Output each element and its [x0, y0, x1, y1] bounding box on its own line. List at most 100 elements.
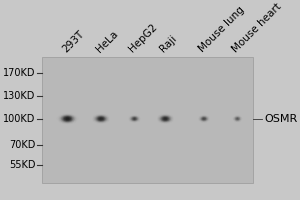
Ellipse shape — [68, 118, 71, 123]
Ellipse shape — [60, 117, 63, 122]
Ellipse shape — [161, 118, 164, 122]
Ellipse shape — [72, 116, 75, 121]
Ellipse shape — [63, 117, 66, 122]
Ellipse shape — [236, 117, 238, 120]
Ellipse shape — [134, 118, 136, 122]
Ellipse shape — [132, 117, 134, 121]
Ellipse shape — [70, 118, 74, 123]
Ellipse shape — [202, 117, 204, 121]
Ellipse shape — [164, 118, 166, 122]
Text: OSMR: OSMR — [265, 114, 298, 124]
Ellipse shape — [131, 116, 133, 119]
Ellipse shape — [134, 117, 136, 120]
Text: Mouse lung: Mouse lung — [197, 5, 246, 54]
Ellipse shape — [98, 115, 100, 119]
Ellipse shape — [135, 117, 137, 120]
Ellipse shape — [135, 116, 137, 119]
Ellipse shape — [166, 116, 168, 120]
Ellipse shape — [203, 117, 205, 121]
Ellipse shape — [164, 115, 166, 119]
Ellipse shape — [201, 116, 203, 119]
Ellipse shape — [205, 117, 207, 121]
Text: Mouse heart: Mouse heart — [230, 1, 283, 54]
Ellipse shape — [104, 118, 106, 122]
Ellipse shape — [206, 117, 208, 121]
Ellipse shape — [100, 115, 103, 119]
Ellipse shape — [68, 117, 71, 122]
Ellipse shape — [237, 116, 238, 119]
Ellipse shape — [162, 115, 165, 119]
Ellipse shape — [101, 118, 104, 122]
Ellipse shape — [203, 116, 205, 119]
Ellipse shape — [101, 116, 104, 120]
Ellipse shape — [136, 117, 138, 120]
Ellipse shape — [68, 116, 71, 121]
Ellipse shape — [204, 117, 206, 120]
Ellipse shape — [203, 118, 205, 122]
Ellipse shape — [164, 117, 166, 121]
Ellipse shape — [69, 118, 72, 123]
Ellipse shape — [167, 115, 169, 119]
Ellipse shape — [133, 117, 135, 120]
Ellipse shape — [161, 115, 164, 119]
Ellipse shape — [167, 116, 169, 120]
Ellipse shape — [136, 117, 137, 121]
Ellipse shape — [72, 117, 75, 122]
Ellipse shape — [236, 116, 238, 119]
Ellipse shape — [65, 114, 68, 119]
Ellipse shape — [100, 117, 103, 121]
Ellipse shape — [238, 118, 239, 121]
Ellipse shape — [67, 117, 70, 122]
Ellipse shape — [61, 118, 64, 123]
Ellipse shape — [136, 117, 137, 120]
Ellipse shape — [202, 116, 204, 119]
Ellipse shape — [160, 117, 163, 121]
Ellipse shape — [63, 116, 66, 121]
Ellipse shape — [205, 116, 207, 119]
Ellipse shape — [205, 118, 207, 122]
Ellipse shape — [101, 115, 104, 119]
Ellipse shape — [136, 116, 137, 119]
Ellipse shape — [103, 116, 105, 120]
Ellipse shape — [99, 118, 102, 122]
Ellipse shape — [103, 115, 105, 119]
Ellipse shape — [166, 118, 168, 122]
Ellipse shape — [98, 117, 100, 121]
Ellipse shape — [68, 115, 71, 120]
Ellipse shape — [60, 116, 63, 121]
Ellipse shape — [96, 116, 98, 120]
Ellipse shape — [96, 115, 98, 119]
Ellipse shape — [100, 116, 103, 120]
Ellipse shape — [132, 118, 134, 122]
Text: 170KD: 170KD — [3, 68, 36, 78]
Ellipse shape — [97, 118, 99, 122]
Ellipse shape — [67, 115, 70, 120]
Ellipse shape — [70, 116, 74, 121]
Ellipse shape — [99, 115, 102, 119]
Ellipse shape — [97, 115, 99, 119]
Ellipse shape — [161, 117, 164, 121]
Ellipse shape — [67, 114, 70, 119]
Ellipse shape — [133, 118, 135, 122]
Ellipse shape — [103, 118, 105, 122]
Ellipse shape — [165, 117, 167, 121]
Text: 55KD: 55KD — [9, 160, 36, 170]
Ellipse shape — [99, 116, 102, 120]
Ellipse shape — [103, 117, 105, 121]
Ellipse shape — [162, 117, 165, 121]
Ellipse shape — [64, 115, 67, 120]
Ellipse shape — [203, 116, 205, 119]
Ellipse shape — [61, 115, 64, 120]
Ellipse shape — [70, 115, 74, 120]
Ellipse shape — [132, 117, 134, 120]
Ellipse shape — [236, 117, 237, 120]
Ellipse shape — [204, 116, 206, 119]
Ellipse shape — [64, 118, 67, 123]
Ellipse shape — [200, 117, 202, 120]
Ellipse shape — [236, 118, 237, 121]
FancyBboxPatch shape — [42, 57, 253, 183]
Ellipse shape — [131, 118, 133, 122]
Ellipse shape — [131, 117, 133, 120]
Ellipse shape — [161, 116, 164, 120]
Ellipse shape — [104, 116, 106, 120]
